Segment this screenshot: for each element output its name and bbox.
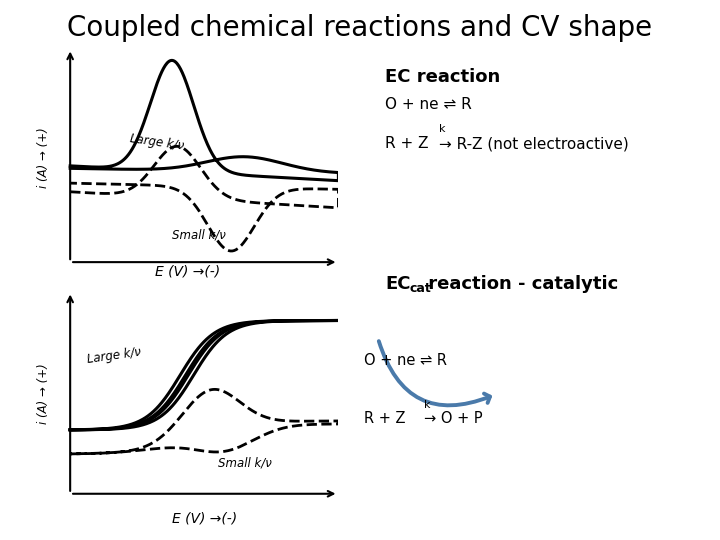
FancyArrowPatch shape (379, 341, 490, 406)
Text: Large k/ν: Large k/ν (129, 132, 185, 153)
Text: Small k/ν: Small k/ν (172, 228, 226, 242)
Text: Coupled chemical reactions and CV shape: Coupled chemical reactions and CV shape (68, 14, 652, 42)
Text: E (V) →(-): E (V) →(-) (155, 265, 220, 279)
Text: → O + P: → O + P (424, 411, 482, 427)
Text: R + Z: R + Z (385, 136, 433, 151)
Text: O + ne ⇌ R: O + ne ⇌ R (364, 353, 446, 368)
Text: i (A) → (+): i (A) → (+) (37, 363, 50, 424)
Text: E (V) →(-): E (V) →(-) (171, 512, 237, 526)
Text: k: k (439, 124, 446, 134)
Text: EC reaction: EC reaction (385, 68, 500, 85)
Text: k: k (424, 400, 431, 410)
Text: → R-Z (not electroactive): → R-Z (not electroactive) (439, 136, 629, 151)
Text: cat: cat (410, 282, 431, 295)
Text: i (A) → (+): i (A) → (+) (37, 127, 50, 187)
Text: Small k/ν: Small k/ν (217, 456, 271, 469)
Text: Large k/ν: Large k/ν (86, 346, 142, 366)
Text: reaction - catalytic: reaction - catalytic (422, 275, 618, 293)
Text: O + ne ⇌ R: O + ne ⇌ R (385, 97, 472, 112)
Text: R + Z: R + Z (364, 411, 410, 427)
Text: EC: EC (385, 275, 410, 293)
